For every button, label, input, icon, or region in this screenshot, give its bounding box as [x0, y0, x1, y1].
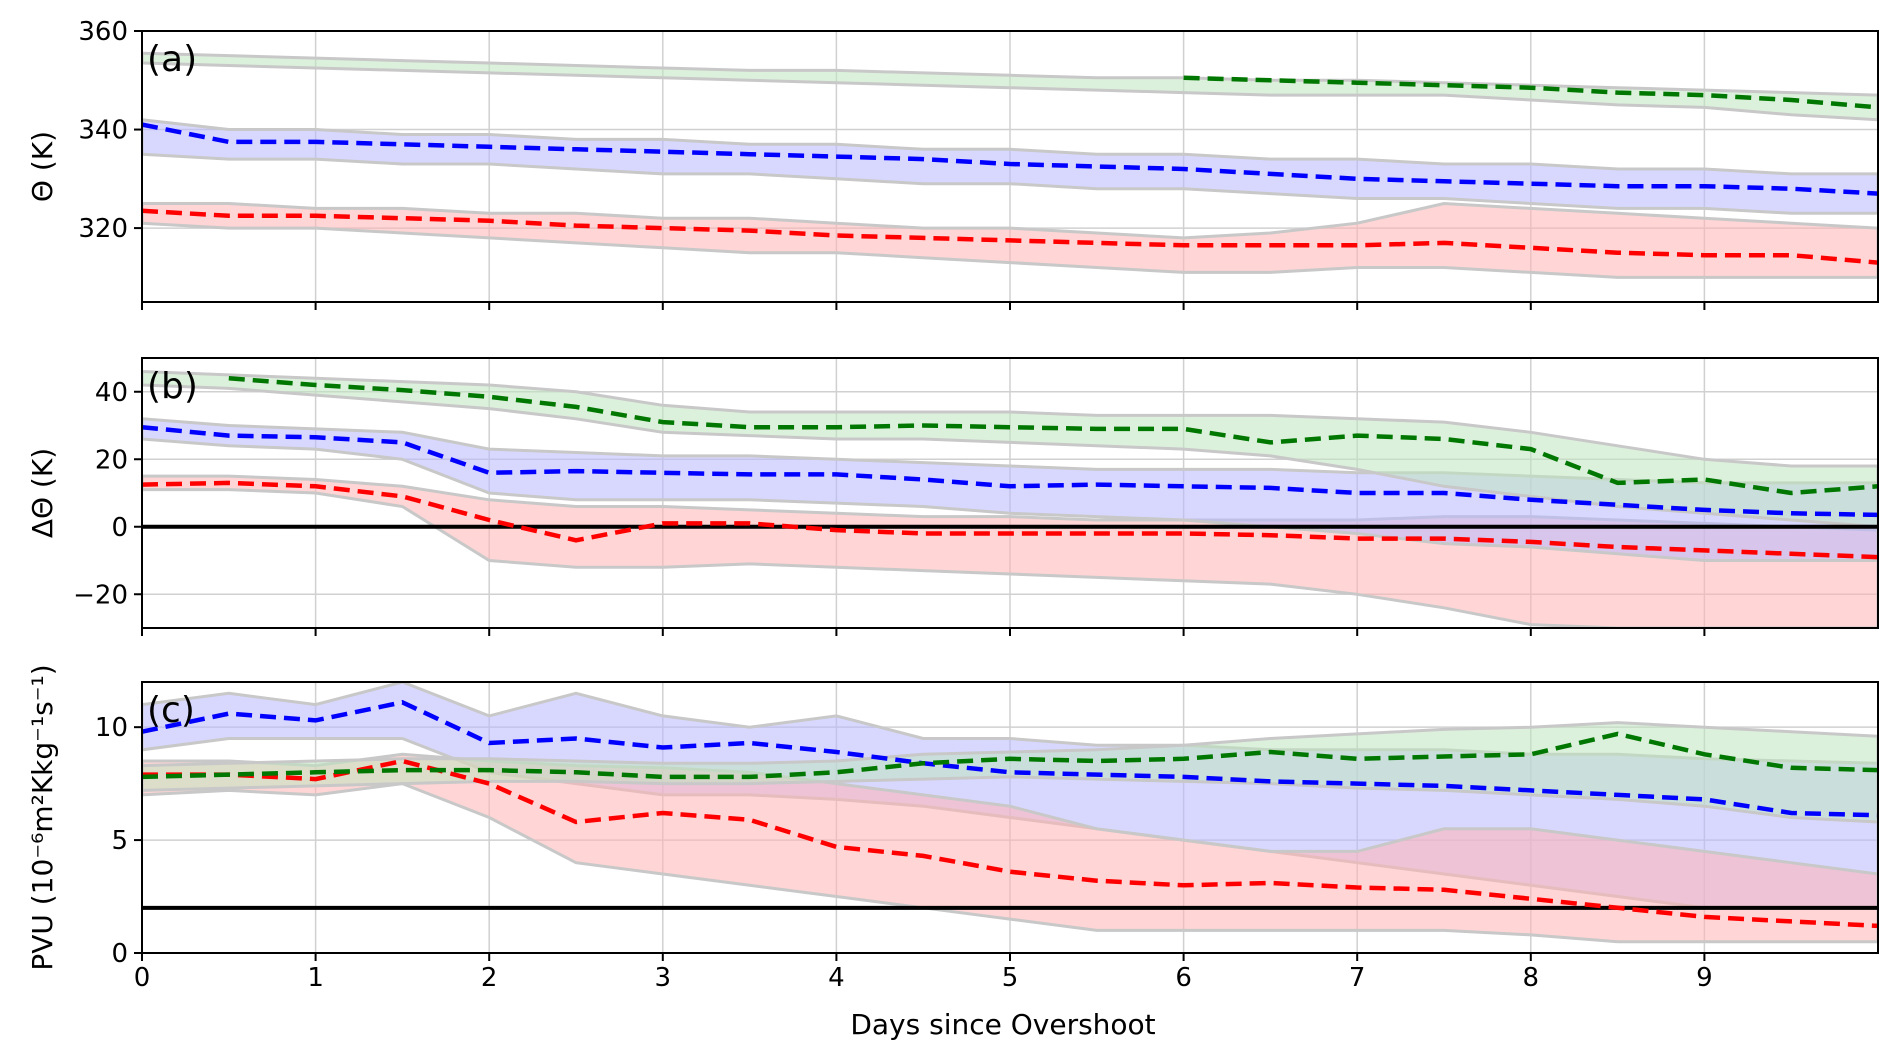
red-series-line: [142, 208, 1878, 265]
x-axis-title: Days since Overshoot: [850, 1008, 1155, 1041]
x-tick-label-4: 4: [828, 963, 845, 993]
blue-series-line: [142, 122, 1878, 196]
green-series-line: [142, 731, 1878, 780]
y-axis-title: Θ (K): [26, 131, 59, 202]
y-axis-title: PVU (10⁻⁶m²Kkg⁻¹s⁻¹): [26, 664, 59, 970]
panel-label: (c): [147, 690, 195, 731]
x-tick-label-5: 5: [1002, 963, 1019, 993]
panel-2: −20 0 20 40 ΔΘ (K) (b): [26, 357, 1879, 636]
x-tick-label-7: 7: [1349, 963, 1366, 993]
y-tick-label: 0: [111, 939, 128, 969]
x-tick-label-6: 6: [1175, 963, 1192, 993]
panel-label: (a): [147, 39, 197, 80]
green-range-band: [142, 721, 1878, 824]
y-tick-label: 320: [78, 214, 128, 244]
x-tick-label-9: 9: [1696, 963, 1713, 993]
y-tick-label: −20: [73, 580, 128, 610]
x-tick-label-0: 0: [134, 963, 151, 993]
x-tick-label-3: 3: [655, 963, 672, 993]
green-series-line: [228, 376, 1878, 496]
y-tick-label: 360: [78, 17, 128, 47]
y-tick-label: 5: [111, 826, 128, 856]
green-series-line: [1183, 75, 1878, 110]
y-tick-label: 10: [95, 713, 128, 743]
green-range-band: [142, 51, 1878, 122]
panel-label: (b): [147, 366, 198, 407]
y-tick-label: 0: [111, 513, 128, 543]
panel-3: 0 1 2 3 4 5 6 7 8 9 0 5 10 PVU (10⁻⁶m²Kkg⁻¹s⁻¹) (c): [26, 664, 1879, 993]
plot-area: [142, 51, 1878, 279]
plot-area: [142, 682, 1878, 944]
y-axis-title: ΔΘ (K): [26, 448, 59, 538]
blue-range-band: [142, 118, 1878, 215]
x-tick-label-8: 8: [1523, 963, 1540, 993]
x-tick-label-2: 2: [481, 963, 498, 993]
red-series-line: [142, 480, 1878, 560]
blue-series-line: [142, 699, 1878, 818]
green-range-band: [142, 369, 1878, 529]
blue-series-line: [142, 424, 1878, 518]
y-tick-label: 340: [78, 116, 128, 146]
panel-1: 320 340 360 Θ (K) (a): [26, 17, 1879, 310]
x-tick-label-1: 1: [307, 963, 324, 993]
red-range-band: [142, 474, 1878, 628]
y-tick-label: 40: [95, 378, 128, 408]
y-tick-label: 20: [95, 445, 128, 475]
plot-area: [142, 369, 1878, 628]
